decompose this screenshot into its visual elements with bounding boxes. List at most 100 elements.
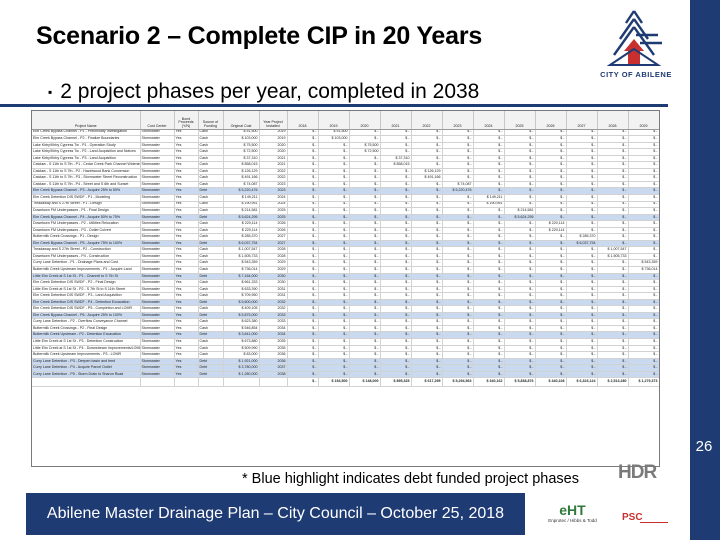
table-cell: $ - (318, 273, 350, 281)
table-cell: $ - (504, 371, 536, 379)
table-cell: Yes (174, 240, 199, 248)
table-cell: $ - (411, 253, 443, 261)
table-cell: Yes (174, 194, 199, 202)
table-cell: Elm Creek Detention DIS SWDF - P3 - Land… (32, 292, 141, 300)
table-cell: $ - (380, 214, 412, 222)
table-cell: $ - (504, 187, 536, 195)
total-cell (259, 377, 288, 388)
table-cell: $ - (442, 266, 474, 274)
total-cell (32, 377, 141, 388)
table-cell: $ - (597, 351, 629, 359)
table-cell: $ - (535, 187, 567, 195)
table-cell: $ 623,380 (223, 318, 260, 326)
table-cell: 2035 (259, 345, 288, 353)
table-cell: $ - (597, 194, 629, 202)
table-cell: Stormwater (140, 161, 175, 169)
table-cell: $ - (597, 161, 629, 169)
table-row: Little Elm Creek at S 1st St - P1 - Chan… (32, 273, 659, 281)
table-cell: Stormwater (140, 351, 175, 359)
table-cell: $ - (442, 312, 474, 320)
table-cell: $ - (504, 273, 536, 281)
table-cell: $ - (566, 181, 598, 189)
table-cell: $ - (566, 345, 598, 353)
table-cell: Cash (198, 201, 224, 209)
table-cell: 2037 (259, 364, 288, 372)
bullet-text: 2 project phases per year, completed in … (60, 80, 480, 103)
table-cell: $ 491,166 (411, 174, 443, 182)
table-cell: $ - (411, 187, 443, 195)
table-cell: $ - (318, 220, 350, 228)
table-cell: Debt (198, 240, 224, 248)
table-cell: $ - (411, 266, 443, 274)
table-cell: $ - (566, 168, 598, 176)
table-cell: Stormwater (140, 266, 175, 274)
total-cell: $ 6,323,124 (566, 377, 598, 388)
table-row: Catclaw - S 11th to S 7th - P1 - Cedar C… (32, 161, 659, 169)
table-cell: $ - (535, 331, 567, 339)
table-cell: Cash (198, 318, 224, 326)
table-cell: $ - (411, 246, 443, 254)
table-cell: $ - (628, 135, 659, 143)
table-cell: 2025 (259, 214, 288, 222)
table-cell: $ - (442, 233, 474, 241)
table-cell: $ - (411, 233, 443, 241)
table-cell: $ - (349, 168, 381, 176)
table-cell: Yes (174, 286, 199, 294)
table-cell: $ - (566, 299, 598, 307)
table-cell: $ - (287, 266, 319, 274)
total-cell: $ 440,228 (535, 377, 567, 388)
table-cell: $ 220,114 (535, 220, 567, 228)
table-cell: $ - (349, 174, 381, 182)
table-cell: $ - (442, 286, 474, 294)
table-cell: $ - (473, 312, 505, 320)
table-cell: $ 736,014 (223, 266, 260, 274)
table-cell: Cash (198, 286, 224, 294)
table-cell: $ - (411, 129, 443, 137)
total-cell: $ 1,279,373 (628, 377, 659, 388)
table-cell: Yes (174, 168, 199, 176)
table-cell: Curry Lane Detention - P3 - Deepen basin… (32, 358, 141, 366)
table-row: Curry Lane Detention - P1 - Drainage Pla… (32, 259, 659, 267)
table-cell: Cash (198, 292, 224, 300)
table-cell: $ 5,624,295 (223, 214, 260, 222)
table-cell: $ - (504, 129, 536, 137)
table-cell: Debt (198, 312, 224, 320)
table-row: Buttermilk Creek Crossings - P2 - Final … (32, 325, 659, 333)
table-row: Buttermilk Creek Upstream Improvements -… (32, 351, 659, 359)
table-cell: 2036 (259, 351, 288, 359)
table-cell: Stormwater (140, 305, 175, 313)
table-cell: Yes (174, 338, 199, 346)
table-cell: Yes (174, 364, 199, 372)
table-cell: $ - (628, 331, 659, 339)
table-cell: $ 190,951 (223, 201, 260, 209)
table-cell: $ - (566, 220, 598, 228)
table-cell: $ - (473, 364, 505, 372)
table-cell: $ - (597, 266, 629, 274)
table-cell: Cash (198, 253, 224, 261)
table-cell: $ - (349, 279, 381, 287)
cip-table: Project Name Cost Center Bond Proceeds (Y/… (32, 111, 659, 388)
table-cell: $ - (473, 181, 505, 189)
table-cell: $ - (380, 364, 412, 372)
table-cell: Stormwater (140, 148, 175, 156)
table-cell: $ - (442, 161, 474, 169)
table-cell: $ - (318, 364, 350, 372)
column-header: 2019 (318, 111, 350, 130)
column-header: 2025 (504, 111, 536, 130)
table-cell: Elm Creek Detention DIS SWDF - P2 - Fina… (32, 279, 141, 287)
table-cell: Yes (174, 155, 199, 163)
table-cell: Stormwater (140, 246, 175, 254)
table-cell: Yes (174, 331, 199, 339)
table-cell: $ - (504, 318, 536, 326)
table-cell: $ - (535, 142, 567, 150)
table-cell: $ - (318, 148, 350, 156)
table-cell: 2021 (259, 161, 288, 169)
table-row: Treadaway and S 27th Street - P2 - Const… (32, 246, 659, 254)
table-cell: $ - (473, 161, 505, 169)
table-cell: $ 149,211 (223, 194, 260, 202)
table-cell: $ - (349, 233, 381, 241)
table-cell: 2031 (259, 292, 288, 300)
table-row: Catclaw - S 11th to S 7th - P4 - Street … (32, 181, 659, 189)
table-row: Elm Creek Detention DIS SWDF - P1 - Mode… (32, 194, 659, 202)
table-cell: $ - (504, 279, 536, 287)
